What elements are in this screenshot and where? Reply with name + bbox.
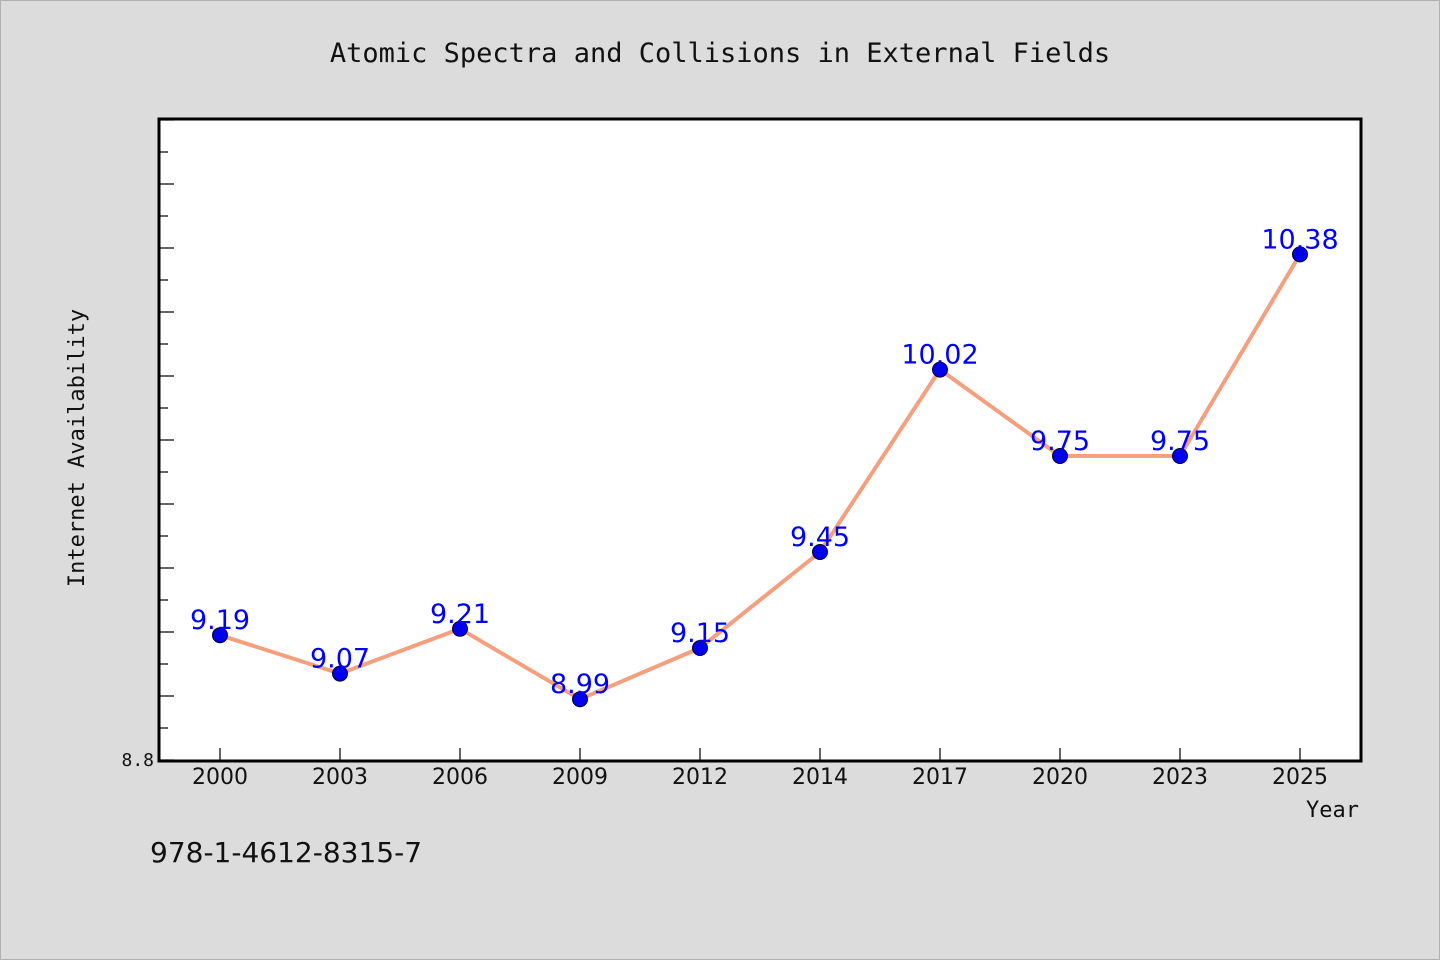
data-point: [932, 361, 948, 378]
series-line: [218, 252, 1302, 702]
data-label: 9.45: [790, 522, 850, 553]
data-label: 9.19: [190, 605, 250, 636]
data-point: [1292, 246, 1308, 263]
series-layer: [212, 246, 1308, 708]
x-tick-label: 2025: [1272, 765, 1328, 790]
x-tick-label: 2003: [312, 765, 368, 790]
x-tick-label: 2012: [672, 765, 728, 790]
x-tick-label: 2009: [552, 765, 608, 790]
y-tick-label: 8.8: [121, 750, 154, 771]
y-axis-title: Internet Availability: [65, 309, 90, 587]
data-point: [812, 544, 828, 560]
plot-area: [157, 117, 1363, 763]
x-tick-label: 2000: [192, 765, 248, 790]
data-label: 9.21: [430, 599, 490, 630]
x-tick-label: 2020: [1032, 765, 1088, 790]
data-label: 9.15: [670, 618, 730, 649]
x-tick-label: 2006: [432, 765, 488, 790]
data-point: [1172, 448, 1188, 464]
x-tick-label: 2023: [1152, 765, 1208, 790]
isbn-text: 978-1-4612-8315-7: [150, 836, 422, 869]
data-label: 9.07: [310, 644, 370, 675]
y-axis-ticks: 8.8: [121, 119, 174, 771]
data-label: 9.75: [1150, 426, 1210, 457]
data-point: [1052, 448, 1068, 464]
data-point: [692, 640, 708, 656]
data-point: [332, 665, 348, 682]
x-axis-title: Year: [1306, 798, 1359, 823]
data-point: [452, 620, 468, 637]
x-tick-label: 2014: [792, 765, 848, 790]
data-point: [572, 691, 588, 708]
chart-title: Atomic Spectra and Collisions in Externa…: [330, 38, 1110, 69]
data-label: 8.99: [550, 669, 610, 700]
data-label-layer: 9.19 9.07 9.21 8.99 9.15 9.45 10.02 9.75 9.75 10.…: [190, 224, 1339, 700]
x-tick-label: 2017: [912, 765, 968, 790]
data-label: 10.38: [1261, 224, 1338, 255]
data-point: [212, 627, 228, 644]
x-axis-ticks: 2000 2003 2006 2009 2012 2014 2017 2020 2023 2025: [192, 748, 1328, 790]
data-label: 10.02: [901, 340, 978, 371]
data-label: 9.75: [1030, 426, 1090, 457]
